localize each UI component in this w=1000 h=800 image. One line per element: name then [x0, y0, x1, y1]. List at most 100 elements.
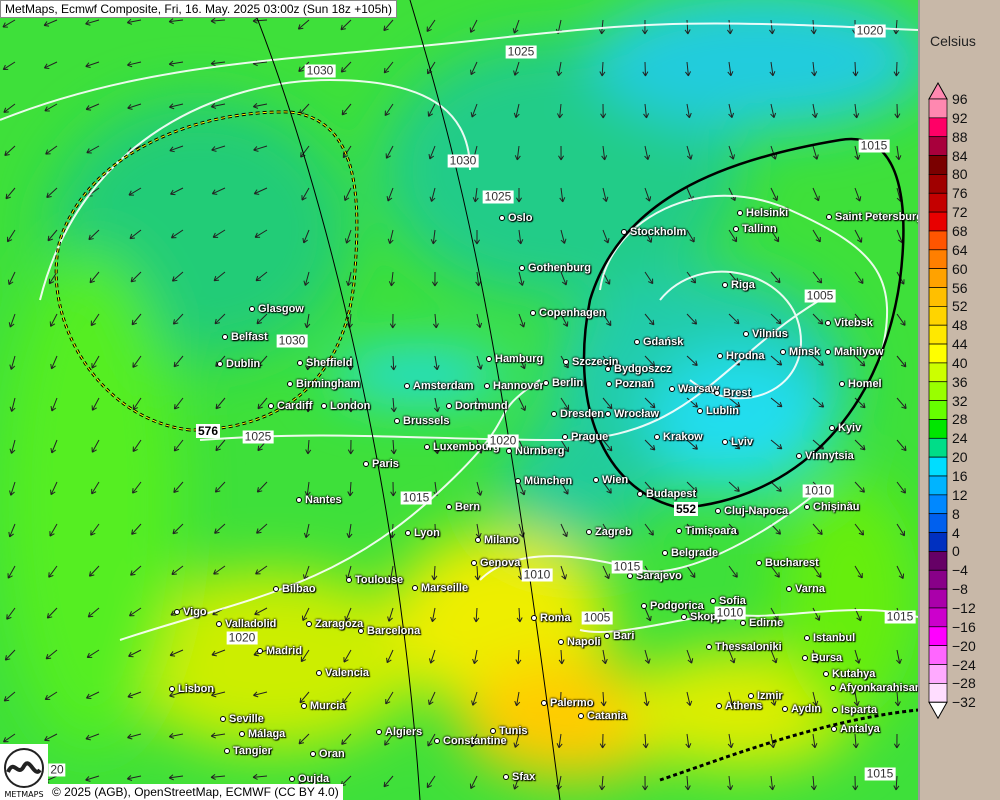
city-label: Luxembourg: [424, 441, 500, 453]
wind-arrow: [385, 691, 394, 705]
wind-arrow: [2, 61, 16, 71]
weather-map[interactable]: Oslo Stockholm Helsinki Saint Petersburg Tal…: [0, 0, 918, 800]
isobar-label: 1020: [487, 433, 519, 448]
isobar-label: 1025: [482, 189, 514, 204]
wind-arrow: [854, 439, 866, 451]
wind-arrow: [347, 481, 354, 497]
isobar-label: 1005: [581, 610, 613, 625]
legend-swatch: [928, 513, 948, 533]
legend-swatch: [928, 569, 948, 590]
wind-arrow: [171, 565, 184, 576]
city-label: Timișoara: [676, 525, 737, 537]
wind-arrow: [644, 523, 654, 536]
city-label: Catania: [578, 710, 627, 722]
city-label: Edirne: [740, 617, 783, 629]
wind-arrow: [168, 18, 184, 25]
city-label: Podgorica: [641, 600, 704, 612]
city-label: Oslo: [499, 212, 532, 224]
city-label: Amsterdam: [404, 380, 474, 392]
legend-label: 12: [952, 486, 968, 503]
wind-arrow: [346, 271, 352, 287]
isobar-label: 1010: [714, 605, 746, 620]
wind-arrow: [44, 103, 58, 112]
wind-arrow: [210, 732, 226, 739]
legend-swatch: [928, 249, 948, 270]
isobar-label: 1010: [521, 567, 553, 582]
wind-arrow: [430, 229, 437, 245]
wind-arrow: [44, 733, 58, 742]
legend-swatch: [928, 645, 948, 665]
city-label: Lviv: [722, 436, 753, 448]
city-label: Madrid: [257, 645, 302, 657]
legend-swatch: [928, 362, 948, 383]
wind-arrow: [387, 607, 394, 622]
wind-arrow: [388, 271, 395, 287]
city-label: Homel: [839, 378, 882, 390]
wind-arrow: [643, 103, 650, 119]
city-label: Dublin: [217, 358, 260, 370]
svg-text:METMAPS: METMAPS: [4, 790, 43, 799]
wind-arrow: [728, 145, 735, 160]
wind-arrow: [383, 61, 394, 74]
wind-arrow: [341, 103, 352, 116]
legend-label: 80: [952, 166, 968, 183]
legend-swatch: [928, 98, 948, 119]
wind-arrow: [686, 649, 694, 664]
wind-arrow: [252, 102, 268, 109]
city-label: Belgrade: [662, 547, 718, 559]
city-label: Valencia: [316, 667, 369, 679]
wind-arrow: [127, 61, 142, 68]
legend-color-bar: [928, 81, 948, 720]
wind-arrow: [386, 187, 394, 202]
wind-arrow: [515, 649, 522, 665]
wind-arrow: [770, 313, 782, 325]
wind-arrow: [169, 145, 184, 153]
wind-arrow: [168, 732, 184, 739]
wind-arrow: [257, 397, 268, 410]
legend-label: 8: [952, 505, 960, 522]
isobar-label: 1015: [864, 766, 896, 781]
wind-arrow: [896, 355, 907, 368]
city-label: Bucharest: [756, 557, 819, 569]
wind-arrow: [852, 733, 859, 749]
city-label: Dortmund: [446, 400, 508, 412]
wind-arrow: [48, 565, 58, 578]
wind-arrow: [602, 229, 610, 244]
city-label: Marseille: [412, 582, 468, 594]
wind-arrow: [128, 649, 142, 658]
wind-arrow: [85, 775, 100, 782]
wind-arrow: [385, 145, 394, 159]
wind-arrow: [170, 229, 184, 239]
city-label: Bursa: [802, 652, 842, 664]
wind-arrow: [88, 229, 100, 241]
city-label: Bari: [604, 630, 634, 642]
wind-arrow: [9, 397, 16, 412]
wind-arrow: [169, 103, 184, 110]
wind-arrow: [770, 481, 782, 492]
wind-arrow: [210, 60, 226, 67]
map-title: MetMaps, Ecmwf Composite, Fri, 16. May. …: [0, 0, 397, 18]
legend-swatch: [928, 381, 948, 401]
city-label: Murcia: [301, 700, 345, 712]
wind-arrow: [517, 229, 524, 245]
wind-arrow: [4, 145, 16, 157]
geopotential-label: 552: [673, 502, 699, 516]
city-label: Birmingham: [287, 378, 360, 390]
city-label: Sofia: [710, 595, 746, 607]
wind-arrow: [390, 439, 397, 455]
wind-arrow: [211, 145, 226, 152]
wind-arrow: [341, 733, 352, 745]
city-label: Krakow: [654, 431, 703, 443]
wind-arrow: [46, 607, 58, 619]
wind-arrow: [386, 649, 394, 664]
wind-arrow: [854, 187, 862, 202]
wind-arrow: [50, 355, 58, 370]
wind-arrow: [131, 523, 142, 535]
wind-arrow: [518, 313, 526, 328]
wind-arrow: [810, 19, 817, 35]
wind-arrow: [171, 271, 184, 282]
wind-arrow: [685, 61, 692, 77]
city-label: Nantes: [296, 494, 342, 506]
city-label: Athens: [716, 700, 762, 712]
wind-arrow: [518, 271, 525, 286]
